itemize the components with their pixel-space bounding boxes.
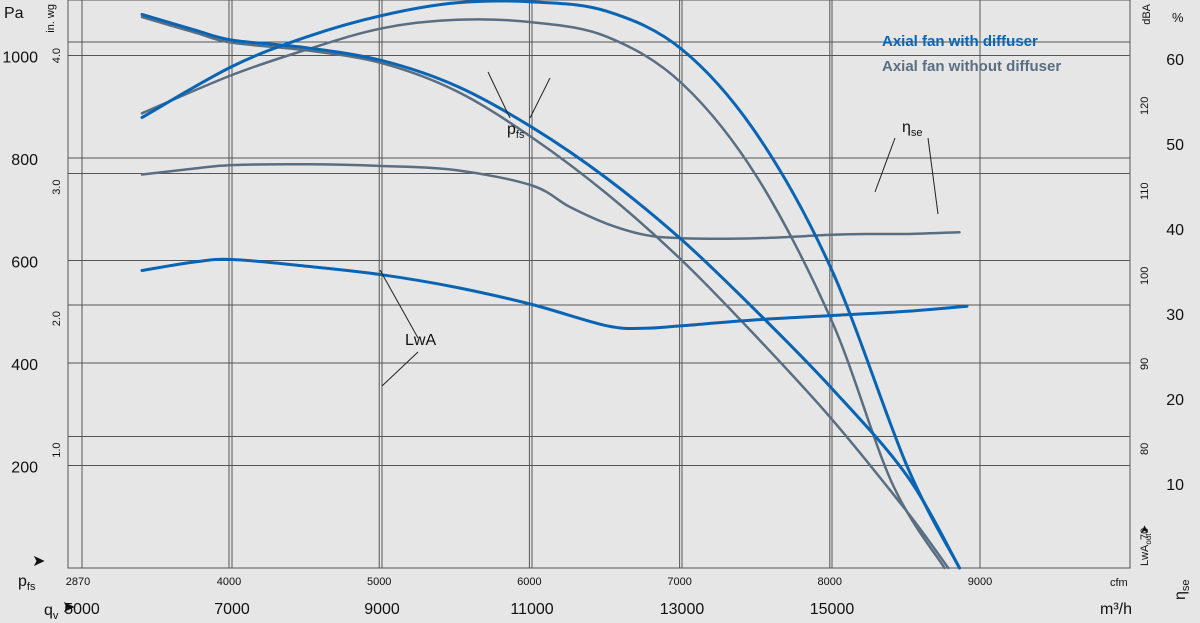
x-tick-cfm: 9000 [968, 576, 992, 588]
pfs-axis-subscript: fs [27, 581, 36, 593]
curves [140, 0, 969, 570]
eta-leader-2 [927, 137, 939, 215]
qv-axis-arrow-icon: ➤ [62, 599, 75, 616]
legend-item-with-diffuser: Axial fan with diffuser [882, 33, 1038, 50]
y-tick-pct: 30 [1166, 307, 1184, 324]
y-tick-pct: 60 [1166, 52, 1184, 69]
x-tick-m3h: 11000 [510, 601, 553, 618]
y-tick-inwg: 3.0 [51, 180, 63, 195]
x-tick-m3h: 15000 [810, 601, 855, 618]
y-tick-pa: 400 [11, 357, 38, 374]
curve-leader-lines [379, 71, 939, 387]
curve-label-pfs-subscript: fs [516, 129, 525, 141]
curve-label-eta: ηse [902, 119, 923, 139]
qv-axis-subscript: v [53, 610, 59, 622]
eta-leader-1 [874, 137, 896, 193]
x-tick-m3h: 5000 [64, 601, 100, 618]
tick-labels: 200 400 600 800 1000 1.0 2.0 3.0 4.0 70 80 90 100 110… [2, 48, 1184, 618]
curve-label-pfs-symbol: p [507, 121, 516, 138]
lwa-leader-1 [379, 269, 419, 339]
y-tick-dba: 110 [1139, 182, 1151, 200]
pfs-axis-symbol: p [18, 573, 27, 590]
x-axis-unit-m3h: m³/h [1100, 601, 1132, 618]
y-tick-pa: 1000 [2, 50, 38, 67]
series-lwa-without-diffuser [140, 162, 961, 240]
curve-label-eta-subscript: se [911, 127, 923, 139]
series-eta-with-diffuser [140, 0, 961, 570]
grid [67, 0, 1131, 569]
series-lwa-with-diffuser [140, 257, 969, 331]
y-axis-unit-pa: Pa [4, 5, 24, 22]
x-tick-cfm: 4000 [217, 576, 241, 588]
x-tick-cfm: 6000 [517, 576, 541, 588]
y-tick-dba: 80 [1139, 443, 1151, 455]
x-tick-cfm: 2870 [66, 576, 90, 588]
x-tick-cfm: 7000 [667, 576, 691, 588]
y-tick-pa: 800 [11, 152, 38, 169]
pfs-leader-2 [529, 77, 551, 119]
y-axis-unit-dba: dBA [1141, 3, 1153, 24]
y-axis-unit-pct: % [1172, 10, 1184, 25]
y-tick-pct: 20 [1166, 392, 1184, 409]
curve-label-eta-symbol: η [902, 119, 911, 136]
x-tick-cfm: 8000 [818, 576, 842, 588]
curve-label-lwa: LwA [405, 332, 436, 349]
lwaout-axis-arrow-icon: ➤ [1139, 525, 1151, 534]
y-axis-unit-inwg: in. wg [45, 4, 57, 33]
series-eta-without-diffuser [140, 18, 946, 570]
y-tick-dba: 100 [1139, 267, 1151, 285]
y-tick-dba: 90 [1139, 358, 1151, 370]
curve-labels: pfs ηse LwA [405, 119, 923, 349]
y-tick-inwg: 4.0 [51, 48, 63, 63]
y-tick-inwg: 1.0 [51, 443, 63, 458]
series-pfs-with-diffuser [140, 13, 961, 570]
y-tick-dba: 120 [1139, 97, 1151, 115]
plot-frame [67, 0, 1131, 569]
pfs-leader-1 [487, 71, 511, 119]
y-axis-label-pfs: pfs [18, 573, 36, 593]
y-tick-dba: 70 [1139, 528, 1151, 540]
legend: Axial fan with diffuser Axial fan withou… [882, 33, 1061, 75]
curve-label-pfs: pfs [507, 121, 525, 141]
x-tick-m3h: 7000 [214, 601, 250, 618]
x-axis-label-qv: qv [44, 602, 59, 622]
y-tick-pa: 200 [11, 460, 38, 477]
y-tick-inwg: 2.0 [51, 311, 63, 326]
x-tick-m3h: 9000 [364, 601, 400, 618]
y-tick-pct: 40 [1166, 222, 1184, 239]
x-axis-unit-cfm: cfm [1110, 577, 1128, 589]
x-tick-cfm: 5000 [367, 576, 391, 588]
series-pfs-without-diffuser [140, 15, 950, 570]
lwa-leader-2 [381, 351, 419, 387]
qv-axis-symbol: q [44, 602, 53, 619]
x-tick-m3h: 13000 [660, 601, 705, 618]
y-tick-pa: 600 [11, 255, 38, 272]
y-tick-pct: 10 [1166, 477, 1184, 494]
legend-item-without-diffuser: Axial fan without diffuser [882, 58, 1061, 75]
axis-labels: Pa in. wg dBA % pfs ➤ qv ➤ m³/h cfm ηse … [4, 3, 1192, 622]
y-tick-pct: 50 [1166, 137, 1184, 154]
pfs-axis-arrow-icon: ➤ [32, 553, 45, 570]
